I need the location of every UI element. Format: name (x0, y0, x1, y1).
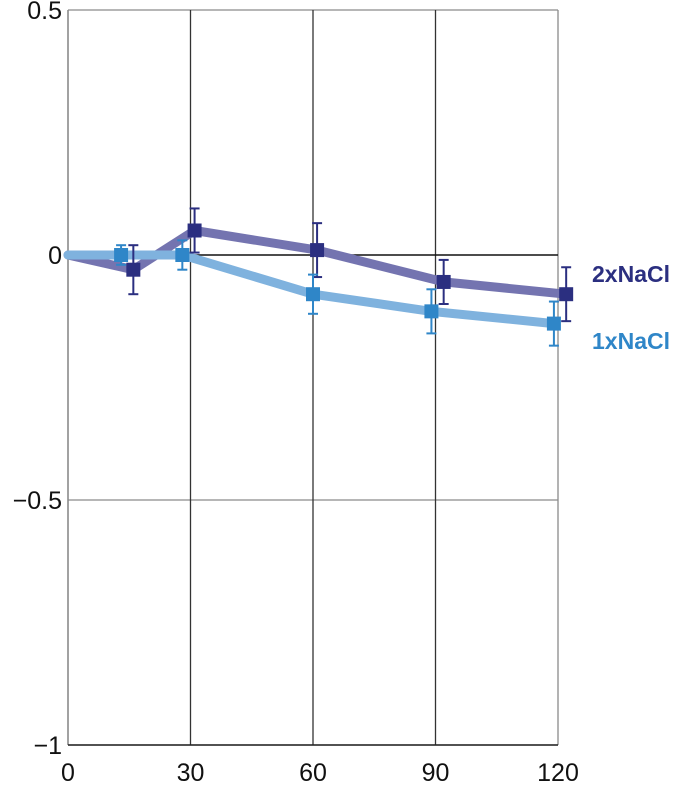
data-point-2xNaCl (436, 274, 451, 289)
x-tick-label: 60 (299, 759, 327, 787)
data-point-2xNaCl (126, 262, 141, 277)
data-point-2xNaCl (559, 287, 574, 302)
x-tick-label: 30 (177, 759, 205, 787)
y-tick-label: −1 (33, 732, 62, 760)
data-point-2xNaCl (310, 243, 325, 258)
series-line-2xNaCl (63, 226, 571, 299)
legend: 2xNaCl 1xNaCl (592, 261, 670, 354)
x-tick-label: 120 (537, 759, 579, 787)
data-point-1xNaCl (114, 248, 129, 262)
data-point-1xNaCl (424, 304, 439, 319)
data-point-1xNaCl (306, 287, 320, 302)
data-point-1xNaCl (546, 316, 561, 331)
y-tick-label: −0.5 (13, 487, 62, 515)
tick-labels: 0.50−0.5−10 30 60 90 120 (13, 0, 579, 787)
data-point-2xNaCl (187, 223, 202, 238)
grid (67, 9, 559, 746)
x-tick-label: 0 (61, 759, 75, 787)
series-line-1xNaCl (63, 250, 559, 329)
series-group (63, 207, 574, 347)
data-point-1xNaCl (175, 248, 190, 262)
legend-label-1xNaCl: 1xNaCl (592, 328, 670, 354)
y-tick-label: 0 (48, 242, 62, 270)
y-tick-label: 0.5 (27, 0, 62, 25)
legend-label-2xNaCl: 2xNaCl (592, 261, 670, 287)
x-tick-label: 90 (422, 759, 450, 787)
